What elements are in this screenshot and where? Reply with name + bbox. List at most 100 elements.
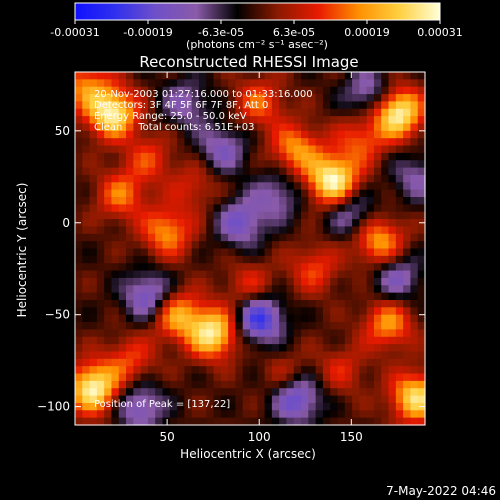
heatmap-cell [366, 351, 375, 360]
heatmap-cell [140, 167, 149, 176]
heatmap-cell [359, 204, 368, 213]
heatmap-cell [330, 410, 339, 419]
heatmap-cell [147, 388, 156, 397]
heatmap-cell [118, 373, 127, 382]
heatmap-cell [337, 292, 346, 301]
heatmap-cell [242, 138, 251, 147]
heatmap-cell [301, 152, 309, 161]
heatmap-cell [96, 211, 105, 220]
heatmap-cell [352, 189, 360, 198]
heatmap-cell [206, 366, 215, 375]
heatmap-cell [279, 226, 288, 235]
heatmap-cell [162, 292, 171, 301]
heatmap-cell [220, 167, 229, 176]
heatmap-cell [184, 314, 193, 323]
heatmap-cell [279, 116, 288, 125]
heatmap-cell [403, 336, 412, 345]
heatmap-cell [352, 322, 360, 330]
heatmap-cell [271, 108, 280, 117]
heatmap-cell [264, 130, 273, 139]
heatmap-cell [162, 211, 171, 220]
heatmap-cell [395, 270, 404, 279]
heatmap-cell [198, 108, 207, 117]
heatmap-cell [162, 101, 171, 110]
heatmap-cell [147, 380, 156, 389]
heatmap-cell [322, 182, 331, 191]
heatmap-cell [147, 314, 156, 323]
heatmap-cell [359, 86, 368, 95]
heatmap-cell [169, 277, 178, 286]
heatmap-cell [140, 138, 149, 147]
heatmap-cell [104, 402, 113, 411]
heatmap-cell [228, 373, 237, 382]
heatmap-cell [381, 167, 390, 176]
colorbar-strip [74, 2, 441, 21]
heatmap-cell [242, 263, 251, 272]
heatmap-cell [337, 79, 346, 88]
heatmap-cell [140, 336, 149, 345]
heatmap-cell [191, 94, 200, 103]
heatmap-cell [213, 388, 222, 397]
heatmap-cell [162, 380, 171, 389]
heatmap-cell [330, 380, 339, 389]
heatmap-cell [308, 145, 317, 154]
heatmap-cell [126, 270, 134, 279]
heatmap-cell [257, 226, 266, 235]
heatmap-cell [279, 174, 288, 183]
heatmap-cell [162, 248, 171, 257]
heatmap-cell [366, 219, 375, 228]
heatmap-cell [366, 255, 375, 264]
heatmap-cell [184, 402, 193, 411]
heatmap-cell [169, 270, 178, 279]
heatmap-cell [242, 211, 251, 220]
heatmap-cell [75, 211, 83, 220]
heatmap-cell [286, 182, 295, 191]
heatmap-cell [264, 417, 273, 426]
heatmap-cell [264, 270, 273, 279]
heatmap-cell [242, 182, 251, 191]
heatmap-cell [352, 130, 360, 139]
heatmap-cell [344, 123, 353, 132]
heatmap-cell [271, 344, 280, 353]
heatmap-cell [118, 241, 127, 250]
heatmap-cell [198, 182, 207, 191]
heatmap-cell [315, 116, 324, 125]
heatmap-cell [322, 410, 331, 419]
heatmap-cell [184, 417, 193, 426]
heatmap-cell [118, 299, 127, 308]
heatmap-cell [388, 101, 397, 110]
heatmap-cell [111, 417, 120, 426]
heatmap-cell [322, 388, 331, 397]
heatmap-cell [395, 322, 404, 330]
heatmap-cell [184, 101, 193, 110]
heatmap-cell [279, 402, 288, 411]
heatmap-cell [75, 351, 83, 360]
heatmap-cell [293, 138, 302, 147]
heatmap-cell [366, 108, 375, 117]
heatmap-cell [206, 263, 215, 272]
heatmap-cell [162, 344, 171, 353]
heatmap-cell [271, 395, 280, 404]
heatmap-cell [381, 285, 390, 294]
heatmap-cell [220, 226, 229, 235]
heatmap-cell [206, 380, 215, 389]
heatmap-cell [133, 417, 142, 426]
heatmap-cell [89, 138, 98, 147]
heatmap-cell [220, 344, 229, 353]
heatmap-cell [220, 322, 229, 330]
heatmap-cell [133, 219, 142, 228]
heatmap-cell [257, 410, 266, 419]
heatmap-cell [257, 86, 266, 95]
heatmap-cell [235, 388, 244, 397]
heatmap-cell [366, 402, 375, 411]
heatmap-cell [322, 358, 331, 367]
heatmap-cell [191, 79, 200, 88]
heatmap-cell [293, 277, 302, 286]
heatmap-cell [293, 204, 302, 213]
heatmap-cell [308, 299, 317, 308]
heatmap-cell [177, 160, 185, 169]
heatmap-cell [111, 226, 120, 235]
heatmap-cell [279, 292, 288, 301]
heatmap-cell [242, 358, 251, 367]
heatmap-cell [75, 241, 83, 250]
